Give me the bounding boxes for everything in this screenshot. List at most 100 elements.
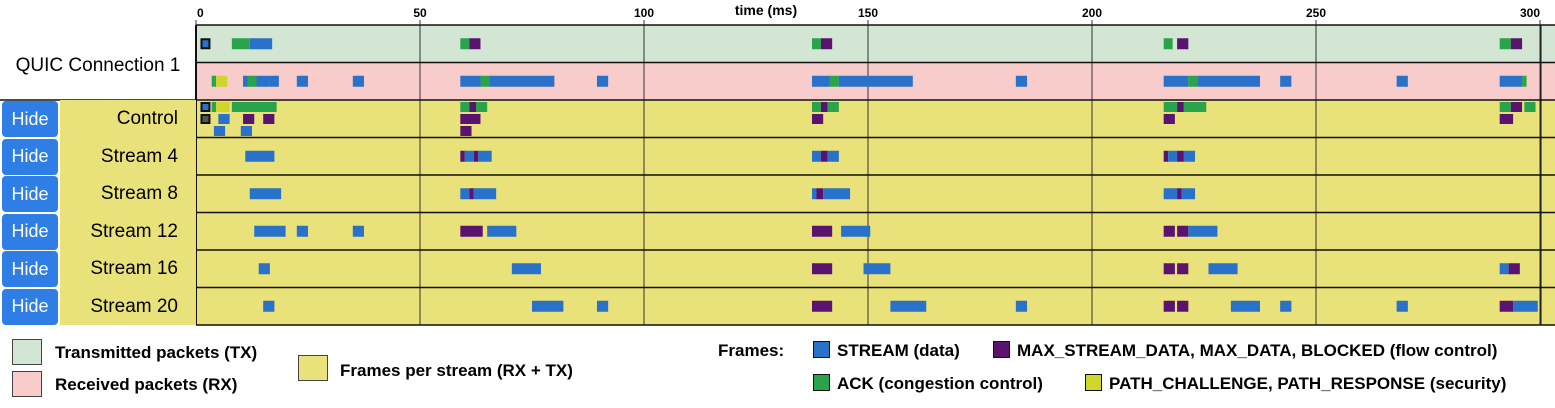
stream-20-stream-frame bbox=[1230, 300, 1260, 312]
stream-8-stream-frame bbox=[249, 188, 282, 200]
stream-12-stream-frame bbox=[296, 225, 308, 237]
stream-16-flow-frame bbox=[1508, 263, 1520, 275]
rx-stream-frame bbox=[352, 75, 364, 87]
control-ack-frame bbox=[211, 102, 217, 112]
stream-8-stream-frame bbox=[1163, 188, 1178, 200]
control-ack-frame bbox=[476, 102, 488, 112]
hide-button-stream-16[interactable]: Hide bbox=[2, 251, 58, 287]
hide-button-stream-4[interactable]: Hide bbox=[2, 138, 58, 175]
control-flow-frame bbox=[469, 102, 476, 112]
x-tick-label: 200 bbox=[1082, 6, 1102, 20]
stream-16-stream-frame bbox=[258, 263, 270, 275]
stream-12-flow-frame bbox=[1163, 225, 1175, 237]
rx-stream-frame bbox=[1015, 75, 1028, 87]
stream-20-stream-frame bbox=[263, 300, 275, 312]
tx-stream-frame bbox=[249, 38, 273, 50]
x-tick-label: 100 bbox=[634, 6, 654, 20]
connection-label: QUIC Connection 1 bbox=[15, 55, 181, 76]
stream-8-stream-frame bbox=[812, 188, 817, 200]
x-axis-ticks: 0 50 100 150 200 250 300 bbox=[195, 6, 1541, 25]
control-flow-frame bbox=[812, 114, 824, 124]
stream-20-stream-frame bbox=[532, 300, 564, 312]
control-flow-frame bbox=[820, 102, 828, 112]
stream-4-stream-frame bbox=[812, 150, 821, 162]
stream-16-stream-frame bbox=[1208, 263, 1238, 275]
rx-stream-frame bbox=[256, 75, 270, 87]
rx-legend-label: Received packets (RX) bbox=[55, 375, 238, 394]
stream-12-stream-frame bbox=[1188, 225, 1218, 237]
stream-4-stream-frame bbox=[1168, 150, 1178, 162]
x-tick-label: 0 bbox=[197, 6, 204, 20]
x-axis-title: time (ms) bbox=[735, 2, 797, 18]
stream-16-stream-frame bbox=[1499, 263, 1509, 275]
path-frame-label: PATH_CHALLENGE, PATH_RESPONSE (security) bbox=[1109, 374, 1507, 393]
control-ack-frame bbox=[1183, 102, 1207, 112]
tx-flow-frame bbox=[1177, 38, 1189, 50]
control-ack-frame bbox=[1163, 102, 1178, 112]
x-tick-label: 150 bbox=[858, 6, 878, 20]
rx-stream-frame bbox=[269, 75, 279, 87]
x-tick-label: 50 bbox=[413, 6, 427, 20]
hide-button-stream-12[interactable]: Hide bbox=[2, 213, 58, 250]
stream-20-stream-frame bbox=[890, 300, 927, 312]
rx-ack-frame bbox=[211, 75, 217, 87]
stream-20-flow-frame bbox=[1163, 300, 1175, 312]
row-bg-stream-4 bbox=[196, 137, 1555, 175]
stream-8-stream-frame bbox=[823, 188, 851, 200]
stream-frame-swatch bbox=[813, 341, 830, 358]
stream-20-flow-frame bbox=[812, 300, 833, 312]
x-tick-label: 250 bbox=[1306, 6, 1326, 20]
stream-20-flow-frame bbox=[1499, 300, 1514, 312]
stream-8-stream-frame bbox=[473, 188, 497, 200]
stream-4-flow-frame bbox=[473, 150, 479, 162]
rx-stream-frame bbox=[1197, 75, 1260, 87]
control-ack-frame bbox=[812, 102, 821, 112]
control-flow-frame bbox=[1163, 114, 1175, 124]
event-marks bbox=[200, 38, 1538, 312]
tx-flow-frame bbox=[1510, 38, 1523, 50]
row-label-stream-8: Stream 8 bbox=[60, 175, 196, 213]
rx-ack-frame bbox=[1522, 75, 1527, 87]
tx-ack-frame bbox=[1499, 38, 1511, 50]
control-flow-frame bbox=[460, 114, 481, 124]
flow-control-frame-label: MAX_STREAM_DATA, MAX_DATA, BLOCKED (flow… bbox=[1017, 341, 1498, 360]
stream-frame-label: STREAM (data) bbox=[837, 341, 960, 360]
hide-button-control[interactable]: Hide bbox=[2, 101, 58, 137]
stream-4-stream-frame bbox=[478, 150, 492, 162]
row-label-stream-4: Stream 4 bbox=[60, 137, 196, 175]
row-bg-stream-12 bbox=[196, 212, 1555, 250]
control-flow-frame bbox=[263, 114, 275, 124]
stream-4-flow-frame bbox=[1177, 150, 1184, 162]
stream-8-flow-frame bbox=[816, 188, 824, 200]
row-bg-stream-20 bbox=[196, 287, 1555, 325]
stream-4-stream-frame bbox=[245, 150, 275, 162]
tx-ack-frame bbox=[1163, 38, 1173, 50]
tx-ack-frame bbox=[231, 38, 250, 50]
streams-legend-swatch bbox=[298, 355, 328, 381]
hide-button-stream-8[interactable]: Hide bbox=[2, 176, 58, 212]
row-label-control: Control bbox=[60, 100, 196, 138]
tx-legend-label: Transmitted packets (TX) bbox=[55, 343, 258, 362]
flow-control-frame-swatch bbox=[993, 341, 1010, 358]
control-ack-frame bbox=[1524, 102, 1536, 112]
control-flow-frame bbox=[460, 126, 472, 136]
rx-stream-frame bbox=[243, 75, 248, 87]
rx-stream-frame bbox=[296, 75, 308, 87]
stream-8-flow-frame bbox=[469, 188, 474, 200]
stream-4-stream-frame bbox=[1183, 150, 1196, 162]
control-ack-frame bbox=[827, 102, 839, 112]
frames-legend-title: Frames: bbox=[718, 341, 785, 360]
hide-button-stream-20[interactable]: Hide bbox=[2, 288, 58, 325]
row-bg-control bbox=[196, 100, 1555, 138]
stream-20-stream-frame bbox=[1280, 300, 1292, 312]
control-ack-frame bbox=[460, 102, 470, 112]
tx-flow-frame bbox=[469, 38, 481, 50]
stream-12-stream-frame bbox=[254, 225, 286, 237]
control-ack-frame bbox=[231, 102, 277, 112]
rx-stream-frame bbox=[460, 75, 481, 87]
rx-stream-frame bbox=[596, 75, 609, 87]
stream-16-stream-frame bbox=[511, 263, 541, 275]
stream-20-stream-frame bbox=[1513, 300, 1538, 312]
streams-legend-label: Frames per stream (RX + TX) bbox=[340, 361, 573, 380]
